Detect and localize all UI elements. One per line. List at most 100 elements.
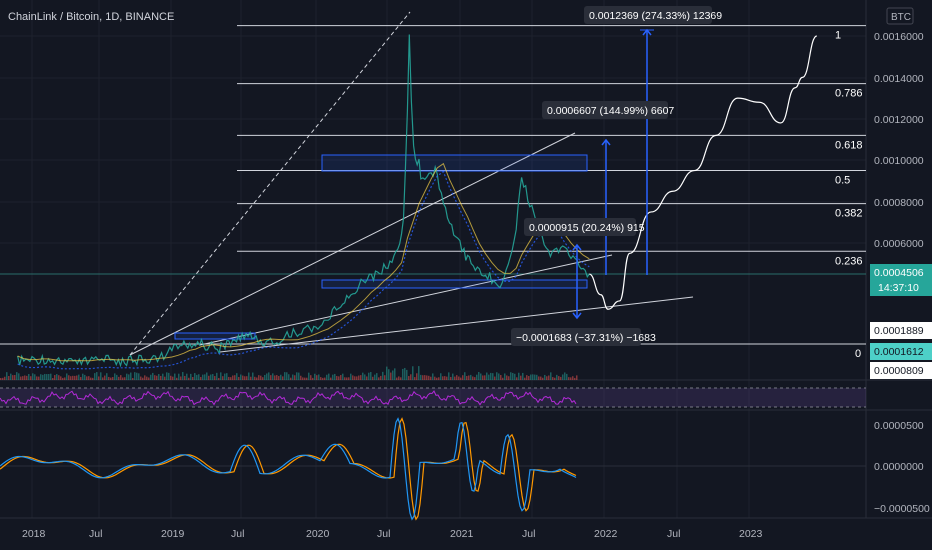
volume-bar: [148, 377, 150, 380]
volume-bar: [248, 372, 250, 380]
macd-y-tick-2: −0.0000500: [874, 503, 930, 515]
volume-bar: [236, 373, 238, 380]
volume-bar: [90, 377, 92, 380]
volume-bar: [274, 375, 276, 380]
volume-bar: [48, 373, 50, 380]
volume-bar: [234, 375, 236, 380]
volume-bar: [190, 373, 192, 380]
volume-bar: [56, 374, 58, 380]
volume-bar: [40, 374, 42, 380]
volume-bar: [0, 378, 2, 380]
volume-bar: [200, 376, 202, 380]
volume-bar: [414, 377, 416, 380]
volume-bar: [50, 373, 52, 380]
volume-bar: [116, 374, 118, 380]
volume-bar: [554, 377, 556, 380]
volume-bar: [342, 373, 344, 380]
volume-bar: [310, 375, 312, 380]
volume-bar: [58, 375, 60, 380]
dashed-trendline: [129, 11, 411, 356]
y-tick-0: 0.0016000: [874, 31, 924, 43]
volume-bar: [210, 374, 212, 380]
volume-bar: [224, 373, 226, 380]
volume-bar: [396, 377, 398, 380]
volume-bar: [348, 377, 350, 380]
volume-bar: [16, 372, 18, 380]
volume-bar: [364, 374, 366, 380]
volume-bar: [444, 376, 446, 380]
volume-bar: [238, 376, 240, 380]
volume-bar: [558, 376, 560, 380]
support-zone: [321, 279, 588, 289]
volume-bar: [492, 373, 494, 380]
volume-bar: [232, 375, 234, 380]
volume-bar: [378, 377, 380, 380]
volume-bar: [518, 372, 520, 380]
volume-bar: [538, 376, 540, 380]
ma-slow: [17, 170, 590, 370]
volume-bar: [552, 377, 554, 380]
price-tag-1: [870, 322, 932, 339]
volume-bar: [216, 372, 218, 380]
measure-label-4: −0.0001683 (−37.31%) −1683: [516, 332, 656, 344]
volume-bar: [246, 376, 248, 380]
volume-bar: [262, 377, 264, 380]
volume-bar: [326, 374, 328, 380]
volume-bar: [192, 376, 194, 380]
x-tick-10: 2023: [739, 528, 763, 540]
volume-bar: [272, 373, 274, 380]
volume-bar: [416, 373, 418, 380]
volume-bar: [536, 374, 538, 380]
volume-bar: [166, 372, 168, 380]
volume-bar: [160, 375, 162, 380]
volume-bar: [406, 369, 408, 380]
volume-bar: [188, 377, 190, 380]
volume-bar: [372, 376, 374, 380]
volume-bar: [84, 374, 86, 380]
volume-bar: [556, 374, 558, 380]
volume-bar: [176, 377, 178, 380]
volume-bar: [490, 372, 492, 380]
volume-bar: [264, 374, 266, 380]
volume-bar: [12, 375, 14, 380]
volume-bar: [266, 373, 268, 380]
volume-bar: [460, 377, 462, 380]
volume-bar: [64, 377, 66, 380]
volume-bar: [120, 375, 122, 380]
volume-bar: [566, 373, 568, 380]
volume-bar: [76, 375, 78, 380]
x-tick-7: Jul: [522, 528, 535, 540]
volume-bar: [280, 374, 282, 380]
volume-bar: [174, 373, 176, 380]
volume-bar: [260, 375, 262, 380]
volume-bar: [570, 377, 572, 380]
price-tag-label-2: 0.0001612: [874, 346, 924, 358]
volume-bar: [446, 376, 448, 380]
volume-bar: [484, 375, 486, 380]
volume-bar: [448, 372, 450, 380]
volume-bar: [546, 376, 548, 380]
volume-bar: [524, 377, 526, 380]
volume-bar: [450, 376, 452, 380]
volume-bar: [350, 373, 352, 380]
volume-bar: [506, 375, 508, 380]
volume-bar: [26, 375, 28, 380]
volume-bar: [452, 373, 454, 380]
volume-bar: [488, 374, 490, 380]
volume-bar: [20, 376, 22, 380]
volume-bar: [222, 376, 224, 380]
volume-bar: [106, 373, 108, 380]
volume-bar: [152, 372, 154, 380]
volume-bar: [66, 373, 68, 380]
volume-bar: [478, 372, 480, 380]
volume-bar: [2, 377, 4, 380]
volume-bar: [294, 375, 296, 380]
volume-bar: [92, 377, 94, 380]
volume-bar: [172, 376, 174, 380]
volume-bar: [10, 373, 12, 380]
volume-bar: [442, 376, 444, 380]
volume-bar: [298, 372, 300, 380]
volume-bar: [304, 377, 306, 380]
